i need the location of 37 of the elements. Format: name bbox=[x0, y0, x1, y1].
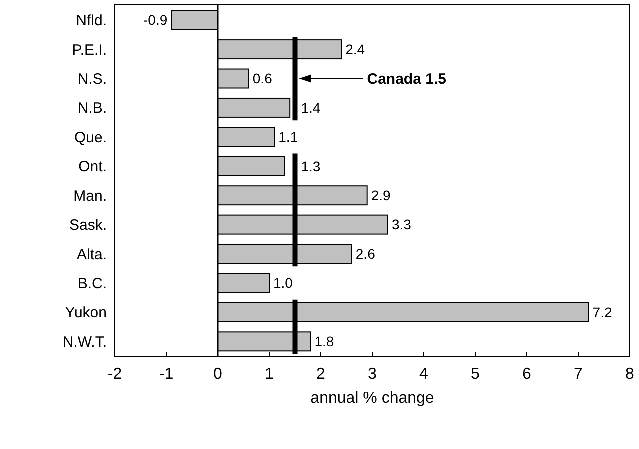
data-label: 1.3 bbox=[301, 158, 321, 174]
y-tick-label: Nfld. bbox=[76, 12, 107, 30]
x-tick-label: 6 bbox=[522, 366, 532, 383]
y-tick-label: N.S. bbox=[78, 71, 107, 88]
y-tick-label: Yukon bbox=[65, 304, 107, 322]
data-label: 0.6 bbox=[252, 70, 273, 87]
data-label: 1.4 bbox=[301, 100, 321, 116]
x-tick-label: 0 bbox=[214, 366, 223, 383]
x-tick-label: 7 bbox=[574, 366, 584, 383]
x-tick-label: 2 bbox=[316, 366, 326, 383]
x-tick-label: 1 bbox=[265, 366, 274, 383]
x-tick-label: 5 bbox=[471, 366, 480, 383]
data-label: -0.9 bbox=[144, 12, 168, 28]
y-tick-label: B.C. bbox=[78, 275, 107, 292]
x-tick-label: 4 bbox=[420, 366, 429, 383]
y-tick-label: Sask. bbox=[69, 217, 107, 234]
x-tick-label: 8 bbox=[626, 366, 635, 383]
y-tick-label: Ont. bbox=[78, 158, 107, 176]
ref-line-label: Canada 1.5 bbox=[367, 71, 446, 88]
y-tick-label: P.E.I. bbox=[72, 42, 107, 59]
data-label: 2.9 bbox=[371, 188, 392, 204]
data-label: 1.0 bbox=[274, 275, 294, 292]
data-label: 2.6 bbox=[356, 246, 376, 262]
data-label: 2.4 bbox=[346, 41, 366, 58]
data-label: 7.2 bbox=[592, 304, 612, 320]
data-label: 1.8 bbox=[314, 334, 334, 350]
data-label: 3.3 bbox=[392, 216, 412, 233]
x-axis-title: annual % change bbox=[310, 390, 434, 407]
y-tick-label: Man. bbox=[74, 188, 107, 205]
y-tick-label: Alta. bbox=[76, 246, 107, 264]
x-tick-label: -1 bbox=[159, 366, 174, 383]
x-tick-label: -2 bbox=[108, 366, 122, 383]
data-label: 1.1 bbox=[278, 129, 298, 146]
y-tick-label: N.B. bbox=[78, 100, 107, 118]
y-tick-label: N.W.T. bbox=[62, 334, 107, 351]
y-tick-label: Que. bbox=[74, 129, 107, 146]
x-tick-label: 3 bbox=[368, 366, 378, 383]
